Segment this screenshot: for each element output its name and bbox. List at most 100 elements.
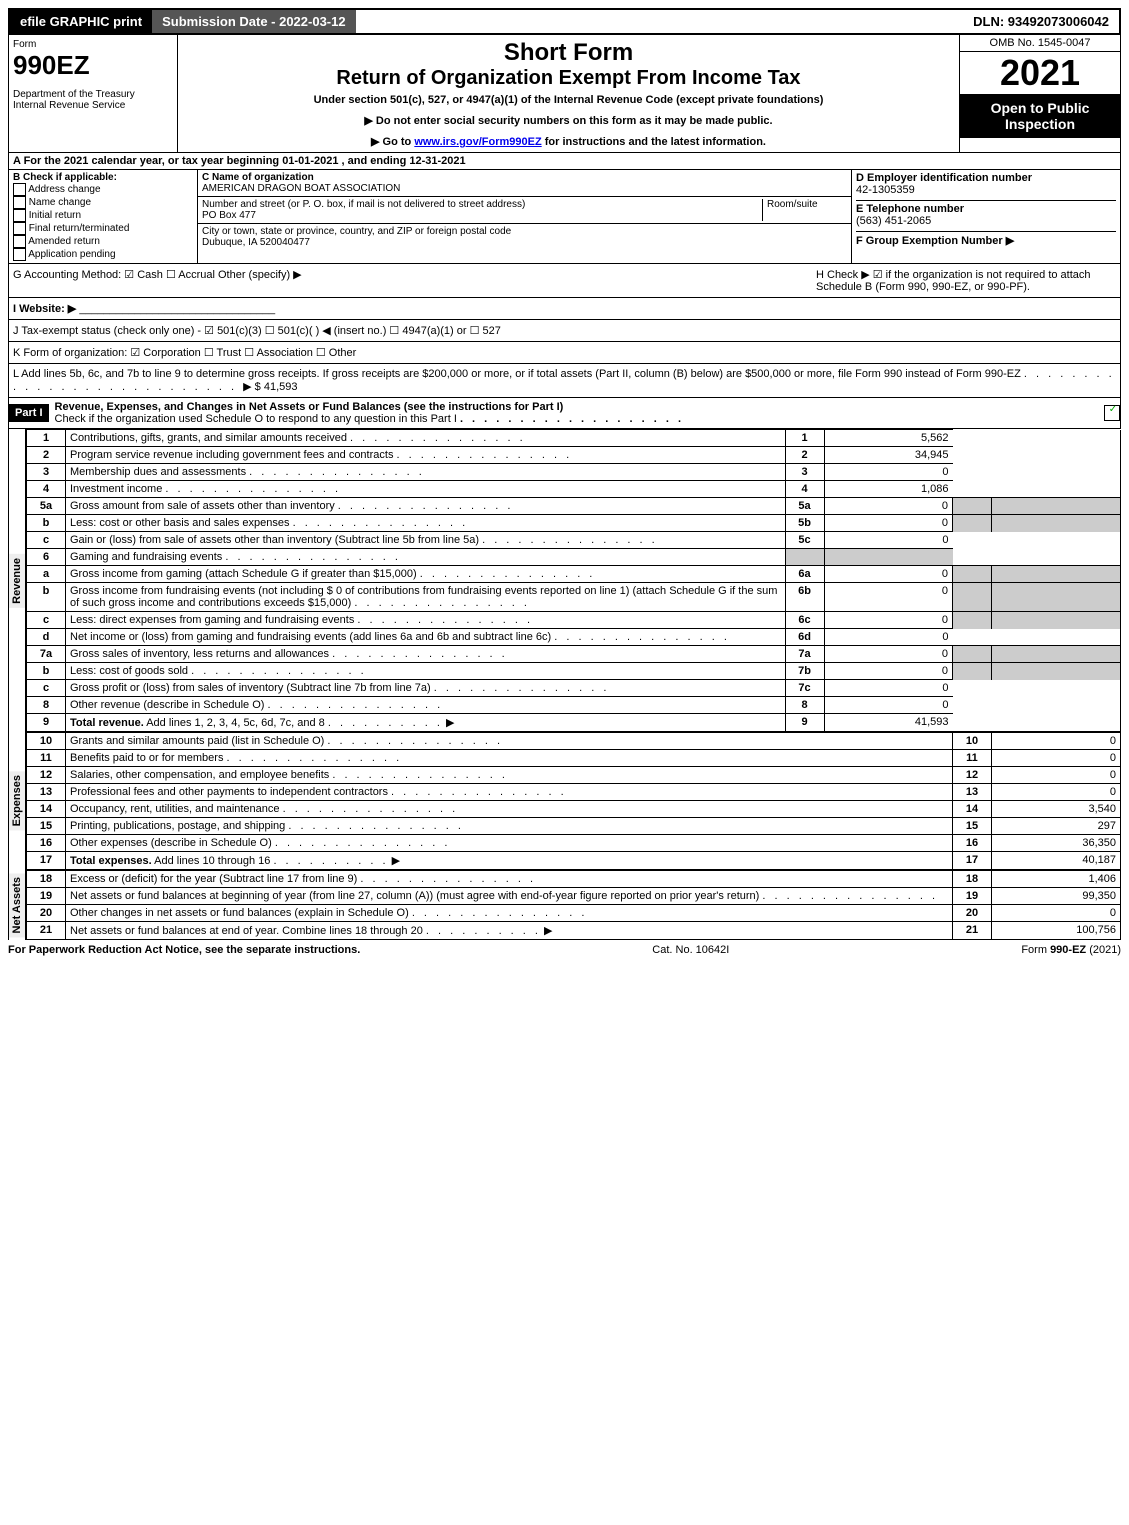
room-label: Room/suite [762, 199, 847, 221]
table-row: 10Grants and similar amounts paid (list … [27, 733, 1121, 750]
open-inspection: Open to Public Inspection [960, 94, 1120, 138]
table-row: bLess: cost of goods sold . . . . . . . … [27, 663, 1121, 680]
form-label: Form [13, 39, 173, 50]
section-b: B Check if applicable: Address change Na… [9, 170, 198, 263]
irs-link[interactable]: www.irs.gov/Form990EZ [414, 136, 541, 148]
expenses-table: 10Grants and similar amounts paid (list … [26, 732, 1121, 870]
short-form-title: Short Form [182, 39, 955, 67]
opt-initial: Initial return [29, 210, 81, 221]
table-row: 3Membership dues and assessments . . . .… [27, 464, 1121, 481]
table-row: 18Excess or (deficit) for the year (Subt… [27, 871, 1121, 888]
c-city-label: City or town, state or province, country… [202, 226, 511, 237]
revenue-table: 1Contributions, gifts, grants, and simil… [26, 429, 1121, 732]
subtitle-2: ▶ Do not enter social security numbers o… [182, 114, 955, 127]
net-side-label: Net Assets [9, 873, 25, 937]
table-row: 2Program service revenue including gover… [27, 447, 1121, 464]
table-row: cGross profit or (loss) from sales of in… [27, 680, 1121, 697]
org-city: Dubuque, IA 520040477 [202, 237, 310, 248]
table-row: bLess: cost or other basis and sales exp… [27, 515, 1121, 532]
netassets-section: Net Assets 18Excess or (deficit) for the… [8, 870, 1121, 940]
table-row: 17Total expenses. Add lines 10 through 1… [27, 852, 1121, 870]
table-row: 20Other changes in net assets or fund ba… [27, 905, 1121, 922]
ein: 42-1305359 [856, 184, 915, 196]
revenue-side-label: Revenue [9, 554, 25, 608]
dln-label: DLN: 93492073006042 [963, 10, 1119, 33]
checkbox-final[interactable] [13, 222, 26, 235]
checkbox-pending[interactable] [13, 248, 26, 261]
org-name: AMERICAN DRAGON BOAT ASSOCIATION [202, 183, 400, 194]
section-gh: G Accounting Method: ☑ Cash ☐ Accrual Ot… [8, 264, 1121, 298]
table-row: 5aGross amount from sale of assets other… [27, 498, 1121, 515]
table-row: 13Professional fees and other payments t… [27, 784, 1121, 801]
table-row: aGross income from gaming (attach Schedu… [27, 566, 1121, 583]
form-header: Form 990EZ Department of the Treasury In… [8, 35, 1121, 153]
checkbox-amended[interactable] [13, 235, 26, 248]
table-row: 14Occupancy, rent, utilities, and mainte… [27, 801, 1121, 818]
opt-addr: Address change [28, 184, 100, 195]
section-g: G Accounting Method: ☑ Cash ☐ Accrual Ot… [13, 268, 816, 293]
expenses-side-label: Expenses [9, 771, 25, 830]
table-row: 8Other revenue (describe in Schedule O) … [27, 697, 1121, 714]
table-row: 19Net assets or fund balances at beginni… [27, 888, 1121, 905]
table-row: 11Benefits paid to or for members . . . … [27, 750, 1121, 767]
opt-pending: Application pending [28, 249, 115, 260]
section-i: I Website: ▶ ___________________________… [8, 298, 1121, 320]
e-label: E Telephone number [856, 203, 964, 215]
section-c: C Name of organizationAMERICAN DRAGON BO… [198, 170, 851, 263]
subtitle-3: ▶ Go to www.irs.gov/Form990EZ for instru… [182, 135, 955, 148]
net-table: 18Excess or (deficit) for the year (Subt… [26, 870, 1121, 940]
opt-final: Final return/terminated [29, 223, 130, 234]
table-row: 7aGross sales of inventory, less returns… [27, 646, 1121, 663]
c-addr-label: Number and street (or P. O. box, if mail… [202, 199, 525, 210]
efile-button[interactable]: efile GRAPHIC print [10, 10, 152, 33]
omb-label: OMB No. 1545-0047 [960, 35, 1120, 52]
l-text: L Add lines 5b, 6c, and 7b to line 9 to … [13, 368, 1021, 380]
dept-label: Department of the Treasury Internal Reve… [13, 89, 173, 111]
table-row: cGain or (loss) from sale of assets othe… [27, 532, 1121, 549]
table-row: 1Contributions, gifts, grants, and simil… [27, 430, 1121, 447]
topbar: efile GRAPHIC print Submission Date - 20… [8, 8, 1121, 35]
section-a: A For the 2021 calendar year, or tax yea… [8, 153, 1121, 170]
opt-name: Name change [29, 197, 91, 208]
section-j: J Tax-exempt status (check only one) - ☑… [8, 320, 1121, 342]
expenses-section: Expenses 10Grants and similar amounts pa… [8, 732, 1121, 870]
section-k: K Form of organization: ☑ Corporation ☐ … [8, 342, 1121, 364]
table-row: 6Gaming and fundraising events . . . . .… [27, 549, 1121, 566]
part1-checkbox[interactable] [1104, 405, 1120, 421]
checkbox-name[interactable] [13, 196, 26, 209]
table-row: 16Other expenses (describe in Schedule O… [27, 835, 1121, 852]
table-row: cLess: direct expenses from gaming and f… [27, 612, 1121, 629]
revenue-section: Revenue 1Contributions, gifts, grants, a… [8, 429, 1121, 732]
section-h: H Check ▶ ☑ if the organization is not r… [816, 268, 1116, 293]
part1-title: Revenue, Expenses, and Changes in Net As… [55, 401, 564, 413]
form-number: 990EZ [13, 50, 173, 81]
section-def: D Employer identification number 42-1305… [851, 170, 1120, 263]
table-row: dNet income or (loss) from gaming and fu… [27, 629, 1121, 646]
part1-label: Part I [9, 404, 49, 422]
footer-mid: Cat. No. 10642I [652, 944, 729, 956]
part1-header: Part I Revenue, Expenses, and Changes in… [8, 398, 1121, 429]
d-label: D Employer identification number [856, 172, 1032, 184]
l-amount: ▶ $ 41,593 [243, 381, 297, 393]
f-label: F Group Exemption Number ▶ [856, 235, 1014, 247]
table-row: bGross income from fundraising events (n… [27, 583, 1121, 612]
part1-check-text: Check if the organization used Schedule … [55, 413, 457, 425]
b-label: B Check if applicable: [13, 172, 117, 183]
table-row: 15Printing, publications, postage, and s… [27, 818, 1121, 835]
section-l: L Add lines 5b, 6c, and 7b to line 9 to … [8, 364, 1121, 398]
table-row: 21Net assets or fund balances at end of … [27, 922, 1121, 940]
opt-amended: Amended return [28, 236, 100, 247]
checkbox-addr[interactable] [13, 183, 26, 196]
subdate-label: Submission Date - 2022-03-12 [152, 10, 356, 33]
main-title: Return of Organization Exempt From Incom… [182, 67, 955, 90]
page-footer: For Paperwork Reduction Act Notice, see … [8, 940, 1121, 960]
c-name-label: C Name of organization [202, 172, 314, 183]
footer-right: Form 990-EZ (2021) [1021, 944, 1121, 956]
table-row: 12Salaries, other compensation, and empl… [27, 767, 1121, 784]
org-addr: PO Box 477 [202, 210, 256, 221]
checkbox-initial[interactable] [13, 209, 26, 222]
tax-year: 2021 [960, 52, 1120, 94]
footer-left: For Paperwork Reduction Act Notice, see … [8, 944, 360, 956]
subtitle-1: Under section 501(c), 527, or 4947(a)(1)… [182, 94, 955, 106]
section-bcd: B Check if applicable: Address change Na… [8, 170, 1121, 264]
